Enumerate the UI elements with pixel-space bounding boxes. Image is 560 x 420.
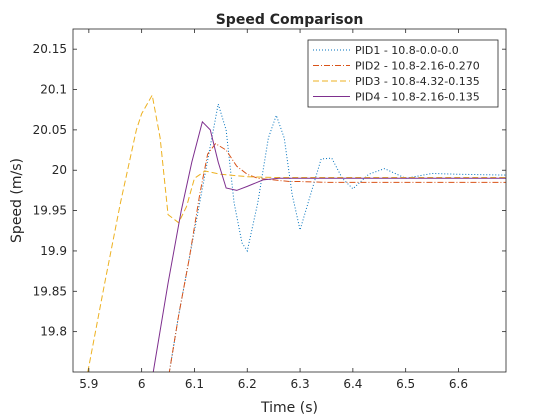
- chart-title: Speed Comparison: [216, 12, 364, 28]
- y-tick-label: 19.85: [33, 284, 67, 298]
- series-line-pid3: [87, 93, 506, 372]
- x-tick-label: 6: [138, 377, 146, 391]
- y-tick-label: 20.1: [40, 83, 67, 97]
- x-tick-label: 6.4: [343, 377, 362, 391]
- x-tick-label: 6.6: [449, 377, 468, 391]
- x-tick-label: 6.5: [396, 377, 415, 391]
- y-axis-label: Speed (m/s): [9, 158, 25, 243]
- x-tick-label: 5.9: [79, 377, 98, 391]
- y-tick-label: 19.9: [40, 244, 67, 258]
- y-tick-label: 20.15: [33, 42, 67, 56]
- y-tick-label: 20: [52, 163, 67, 177]
- legend-label-pid2: PID2 - 10.8-2.16-0.270: [355, 60, 480, 73]
- series-line-pid2: [168, 142, 506, 372]
- legend-label-pid1: PID1 - 10.8-0.0-0.0: [355, 44, 459, 57]
- x-tick-label: 6.1: [185, 377, 204, 391]
- legend-box: [307, 39, 499, 108]
- x-tick-label: 6.3: [291, 377, 310, 391]
- plot-frame: [72, 28, 507, 373]
- y-tick-label: 20.05: [33, 123, 67, 137]
- series-layer: [87, 93, 506, 372]
- ticks-layer: 5.9 6 6.1 6.2 6.3 6.4 6.5 6.6 19.8 19.85 19.9 19.95…: [33, 29, 506, 391]
- legend-label-pid3: PID3 - 10.8-4.32-0.135: [355, 75, 480, 88]
- x-axis-label: Time (s): [260, 400, 318, 416]
- series-line-pid4: [152, 120, 506, 372]
- legend-label-pid4: PID4 - 10.8-2.16-0.135: [355, 91, 480, 104]
- y-tick-label: 19.95: [33, 204, 67, 218]
- x-tick-label: 6.2: [238, 377, 257, 391]
- y-tick-label: 19.8: [40, 325, 67, 339]
- legend: PID1 - 10.8-0.0-0.0 PID2 - 10.8-2.16-0.27…: [307, 39, 499, 108]
